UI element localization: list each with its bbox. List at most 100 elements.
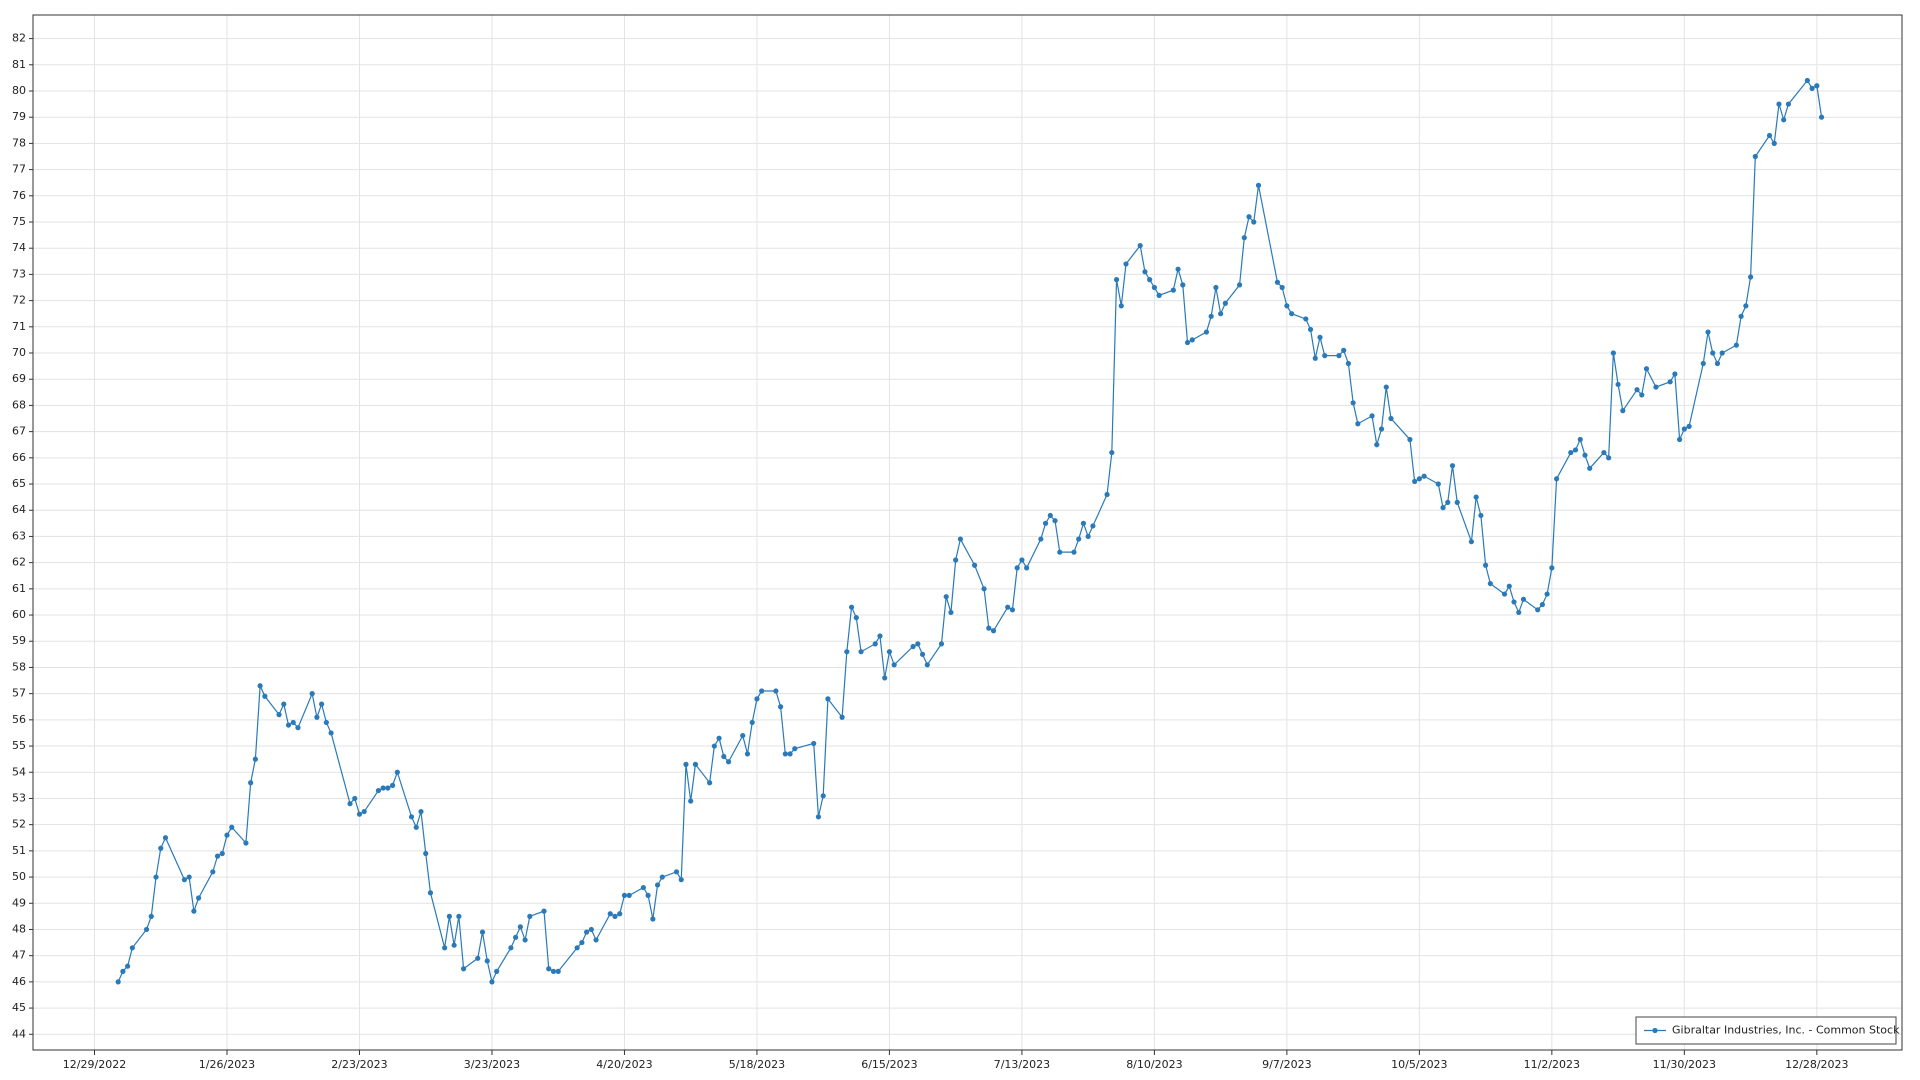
data-point [1104,491,1110,498]
data-point [541,908,547,914]
data-point [479,929,486,935]
x-tick-label: 8/10/2023 [1126,1058,1182,1071]
plot-area [115,77,1825,985]
data-point [380,785,386,791]
data-point [1274,279,1281,285]
x-tick-label: 3/23/2023 [464,1058,520,1071]
data-point [1535,607,1541,613]
data-point [882,675,888,681]
data-point [352,795,358,802]
y-tick-label: 80 [12,84,26,97]
data-point [1487,580,1493,587]
data-point [446,913,452,919]
data-point [115,979,121,985]
data-point [584,929,590,935]
data-point [494,968,500,974]
data-point [513,934,519,940]
data-point [617,911,623,917]
data-point [1279,284,1285,291]
data-point [1005,604,1011,610]
data-point [508,945,514,951]
data-point [574,945,580,951]
data-point [848,604,855,610]
data-point [1643,366,1650,372]
data-point [588,926,594,933]
data-point [1620,408,1626,414]
data-point [1407,436,1413,443]
data-point [1175,266,1181,272]
data-point [754,696,760,702]
data-point [924,662,930,668]
data-point [953,557,959,563]
data-point [328,730,334,736]
data-point [1582,452,1588,458]
data-point [721,753,727,760]
data-point [262,693,268,699]
data-point [1544,591,1550,597]
data-point [418,808,424,815]
y-tick-label: 70 [12,346,26,359]
data-point [1080,520,1087,526]
data-point [1733,342,1739,348]
data-point [1714,360,1721,367]
data-point [1435,481,1441,487]
y-tick-label: 67 [12,425,26,438]
data-point [1009,607,1016,613]
data-point [943,594,949,600]
data-point [1572,447,1579,453]
data-point [1369,413,1375,419]
data-point [413,824,419,830]
data-point [1076,536,1082,542]
data-point [716,735,722,741]
y-tick-label: 45 [12,1001,26,1014]
y-tick-label: 77 [12,163,26,176]
data-point [1057,549,1063,555]
data-point [1109,449,1115,456]
x-tick-label: 5/18/2023 [729,1058,785,1071]
data-point [252,756,258,762]
data-point [1284,303,1290,309]
data-point [248,780,254,786]
data-point [1601,449,1607,456]
axes: 44 45 46 47 48 49 50 51 52 53 54 55 56 57 58 59 60 61 62 63… [12,14,1903,1071]
data-point [811,740,817,747]
y-tick-label: 63 [12,529,26,542]
data-point [517,924,523,930]
data-point [1700,360,1706,367]
data-point [1113,277,1120,283]
data-point [442,945,448,951]
data-point [1468,539,1475,545]
data-point [243,840,249,846]
data-point [621,892,628,899]
x-tick-label: 12/28/2023 [1785,1058,1848,1071]
data-point [309,691,315,697]
data-point [224,832,230,838]
data-point [825,696,831,702]
data-point [858,649,864,655]
data-point [725,759,732,765]
data-point [1322,353,1328,359]
data-point [1137,242,1143,249]
x-tick-label: 12/29/2022 [63,1058,126,1071]
data-point [1577,436,1583,443]
data-point [385,785,391,791]
y-tick-label: 81 [12,58,26,71]
data-point [143,926,150,933]
data-point [555,968,561,974]
data-point [323,719,329,726]
data-point [1781,117,1787,123]
data-point [1553,476,1560,482]
y-tick-label: 79 [12,110,26,123]
x-tick-label: 2/23/2023 [331,1058,387,1071]
data-point [1255,182,1262,188]
data-point [1203,329,1210,335]
data-point [1024,565,1030,571]
data-point [1672,371,1678,377]
grid [33,15,1902,1050]
data-point [148,913,154,919]
data-point [853,615,859,621]
y-tick-label: 76 [12,189,26,202]
data-point [673,869,680,875]
data-point [1445,499,1451,505]
